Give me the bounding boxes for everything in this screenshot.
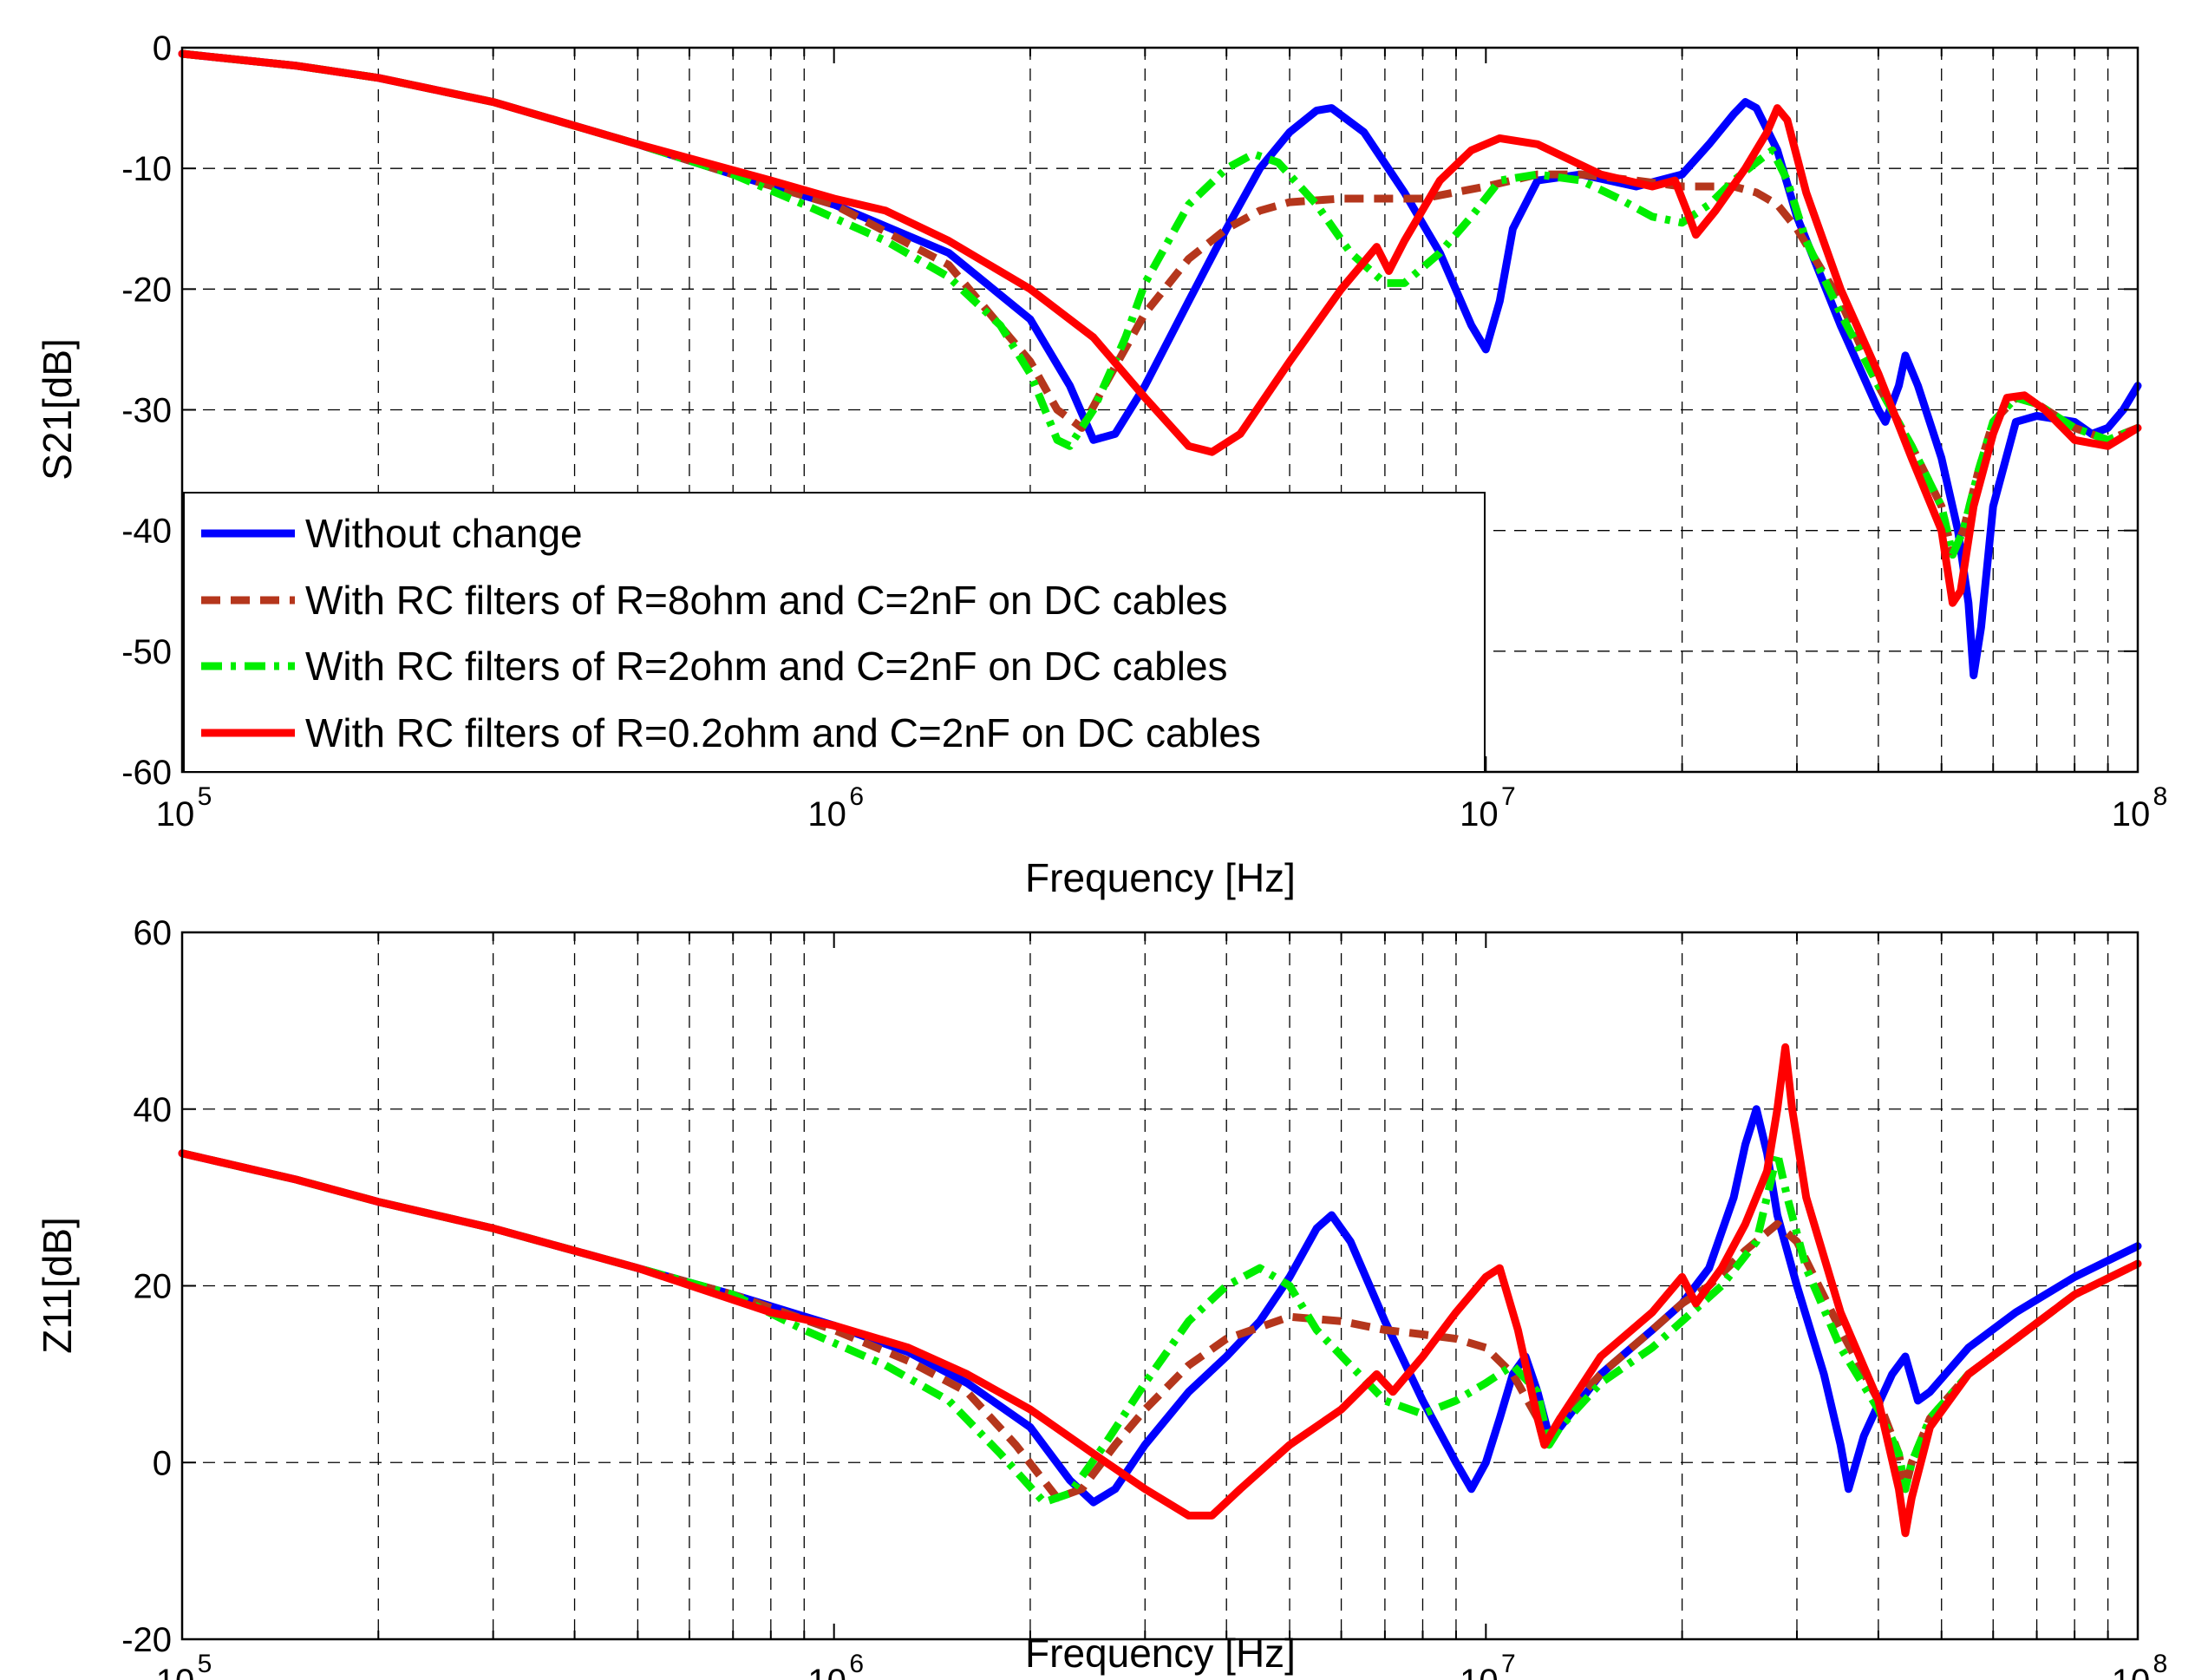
legend-box	[183, 492, 1486, 773]
z11-x-tick-exponent: 8	[2153, 1650, 2168, 1678]
s21-y-tick-label: 0	[153, 29, 172, 68]
s21-y-axis-label: S21[dB]	[35, 338, 80, 480]
z11-series-3	[178, 1043, 2142, 1538]
z11-y-tick-label: 0	[153, 1444, 172, 1482]
z11-x-tick-label: 10	[2112, 1663, 2151, 1680]
s21-series-2	[181, 49, 2139, 559]
z11-x-tick-exponent: 7	[1501, 1650, 1516, 1678]
z11-x-tick-label: 10	[807, 1663, 846, 1680]
s21-grid	[182, 48, 2138, 772]
z11-curves	[178, 1043, 2142, 1538]
s21-y-tick-label: -40	[121, 513, 172, 551]
z11-y-tick-label: 20	[134, 1268, 173, 1306]
z11-x-axis-label: Frequency [Hz]	[1025, 1631, 1296, 1676]
s21-x-tick-exponent: 5	[198, 782, 212, 811]
s21-x-tick-label: 10	[156, 795, 195, 833]
s21-y-tick-labels: 0 -10 -20 -30 -40 -50 -60	[121, 29, 172, 792]
s21-x-axis-label: Frequency [Hz]	[1025, 855, 1296, 900]
z11-y-tick-label: 60	[134, 914, 173, 952]
legend-label-0: Without change	[305, 511, 583, 556]
s21-x-tick-label: 10	[1460, 795, 1499, 833]
s21-series-3	[178, 49, 2142, 607]
legend-label-2: With RC filters of R=2ohm and C=2nF on D…	[305, 644, 1228, 689]
z11-ticks	[181, 932, 2138, 1640]
s21-y-tick-label: -60	[121, 754, 172, 792]
z11-x-tick-exponent: 6	[849, 1650, 864, 1678]
z11-y-tick-labels: 60 40 20 0 -20	[121, 914, 172, 1659]
z11-series-0	[178, 1105, 2142, 1507]
s21-y-tick-label: -50	[121, 633, 172, 671]
z11-x-tick-label: 10	[156, 1663, 195, 1680]
legend: Without change With RC filters of R=8ohm …	[183, 492, 1486, 773]
s21-x-tick-exponent: 8	[2153, 782, 2168, 811]
s21-x-tick-labels: 10 5 10 6 10 7 10 8	[156, 782, 2168, 833]
s21-x-tick-label: 10	[2112, 795, 2151, 833]
s21-x-tick-exponent: 6	[849, 782, 864, 811]
z11-y-tick-label: 40	[134, 1091, 173, 1129]
s21-curves	[178, 49, 2142, 680]
s21-y-tick-label: -20	[121, 271, 172, 309]
z11-y-tick-label: -20	[121, 1621, 172, 1659]
z11-x-tick-exponent: 5	[198, 1650, 212, 1678]
s21-series-1	[181, 49, 2139, 559]
s21-y-tick-label: -10	[121, 150, 172, 188]
legend-label-3: With RC filters of R=0.2ohm and C=2nF on…	[305, 710, 1261, 755]
s21-x-tick-label: 10	[807, 795, 846, 833]
s21-panel: 0-10-20-30-40-50-60 10 5 10 6 10 7 10 8 Frequen…	[35, 29, 2167, 900]
s21-y-tick-label: -30	[121, 392, 172, 430]
legend-label-1: With RC filters of R=8ohm and C=2nF on D…	[305, 578, 1228, 623]
z11-x-tick-label: 10	[1460, 1663, 1499, 1680]
z11-y-axis-label: Z11[dB]	[35, 1217, 80, 1354]
s21-x-tick-exponent: 7	[1501, 782, 1516, 811]
